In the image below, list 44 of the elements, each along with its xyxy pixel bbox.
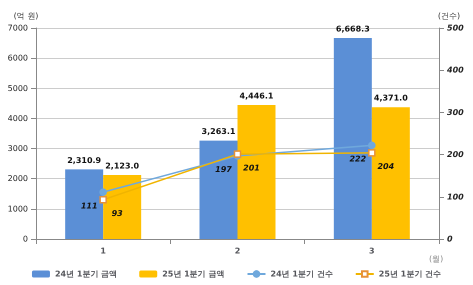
data-label: 197 <box>215 165 232 174</box>
data-label: 2,123.0 <box>105 162 140 171</box>
point <box>99 188 107 196</box>
point <box>368 142 376 150</box>
bar <box>372 107 410 239</box>
y-tick-label: 6000 <box>8 54 28 63</box>
y-tick-label: 3000 <box>8 144 28 154</box>
data-label: 222 <box>349 154 367 164</box>
y2-axis-title: (건수) <box>438 12 460 20</box>
y-tick-label: 0 <box>22 234 28 244</box>
y-tick-label: 5000 <box>8 84 28 93</box>
x-tick-label: 1 <box>100 246 106 256</box>
x-tick-label: 3 <box>369 246 375 256</box>
data-label: 201 <box>243 163 260 172</box>
y2-tick-label: 0 <box>447 234 453 244</box>
data-label: 204 <box>377 162 395 172</box>
legend-label: 25년 1분기 금액 <box>162 270 225 278</box>
bar <box>238 104 276 239</box>
bar <box>65 169 104 239</box>
x-tick-label: 2 <box>234 246 240 256</box>
y2-tick-label: 500 <box>447 24 464 32</box>
data-label: 6,668.3 <box>336 24 370 34</box>
bar <box>334 38 372 239</box>
legend-label: 24년 1분기 건수 <box>270 270 333 278</box>
data-label: 2,310.9 <box>67 156 102 165</box>
legend-label: 25년 1분기 건수 <box>378 270 442 278</box>
y-tick-label: 2000 <box>8 174 28 184</box>
y2-tick-label: 300 <box>447 108 464 117</box>
data-label: 111 <box>80 201 98 210</box>
y-tick-label: 7000 <box>8 24 28 32</box>
y2-tick-label: 400 <box>446 66 464 75</box>
y-tick-label: 1000 <box>8 204 28 214</box>
bar <box>200 140 238 239</box>
data-label: 4,446.1 <box>240 91 274 100</box>
y2-tick-label: 200 <box>447 150 464 160</box>
data-label: 3,263.1 <box>202 127 236 136</box>
y-tick-label: 4000 <box>8 114 28 123</box>
y-axis-title: (억 원) <box>14 12 38 20</box>
legend-label: 24년 1분기 금액 <box>54 270 118 278</box>
bar <box>103 175 142 239</box>
data-label: 4,371.0 <box>374 94 408 103</box>
data-label: 93 <box>112 209 124 218</box>
y2-tick-label: 100 <box>447 192 464 202</box>
x-axis-title: (월) <box>429 254 444 264</box>
